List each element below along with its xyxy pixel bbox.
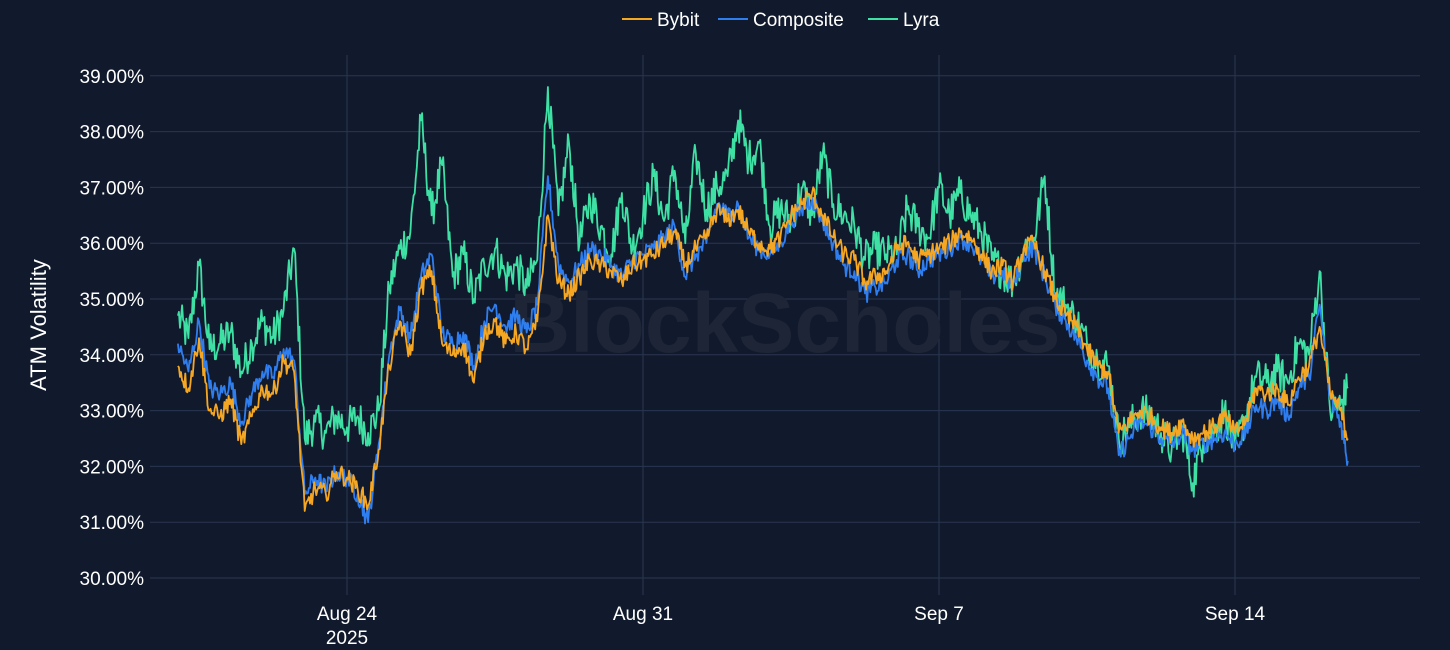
legend-item-lyra[interactable]: Lyra — [868, 10, 940, 31]
legend-label: Bybit — [657, 10, 700, 31]
watermark-text: BlockScholes — [510, 276, 1061, 370]
y-tick-label: 34.00% — [80, 346, 145, 367]
legend-label: Lyra — [903, 10, 940, 31]
legend-item-composite[interactable]: Composite — [718, 10, 844, 31]
series-line-lyra — [177, 86, 1349, 498]
x-axis-ticks: Aug 24 2025 Aug 31 Sep 7 Sep 14 — [317, 604, 1266, 649]
legend-label: Composite — [753, 10, 844, 31]
x-tick-label: Sep 7 — [914, 604, 964, 625]
y-tick-label: 37.00% — [80, 178, 145, 199]
y-tick-label: 30.00% — [80, 569, 145, 590]
legend-item-bybit[interactable]: Bybit — [622, 10, 700, 31]
legend[interactable]: Bybit Composite Lyra — [622, 10, 940, 31]
y-tick-label: 35.00% — [80, 290, 145, 311]
series-line-bybit — [177, 186, 1349, 512]
y-tick-label: 39.00% — [80, 67, 145, 88]
x-tick-sublabel: 2025 — [326, 628, 368, 649]
y-axis-ticks: 30.00% 31.00% 32.00% 33.00% 34.00% 35.00% 36.0… — [80, 67, 145, 590]
grid-lines — [150, 55, 1420, 595]
y-axis-label: ATM Volatility — [26, 259, 51, 391]
y-tick-label: 33.00% — [80, 402, 145, 423]
y-tick-label: 36.00% — [80, 234, 145, 255]
series-lines — [177, 86, 1349, 525]
x-tick-label: Aug 24 — [317, 604, 378, 625]
x-tick-label: Aug 31 — [613, 604, 673, 625]
y-tick-label: 31.00% — [80, 513, 145, 534]
y-tick-label: 32.00% — [80, 457, 145, 478]
x-tick-label: Sep 14 — [1205, 604, 1266, 625]
y-tick-label: 38.00% — [80, 123, 145, 144]
